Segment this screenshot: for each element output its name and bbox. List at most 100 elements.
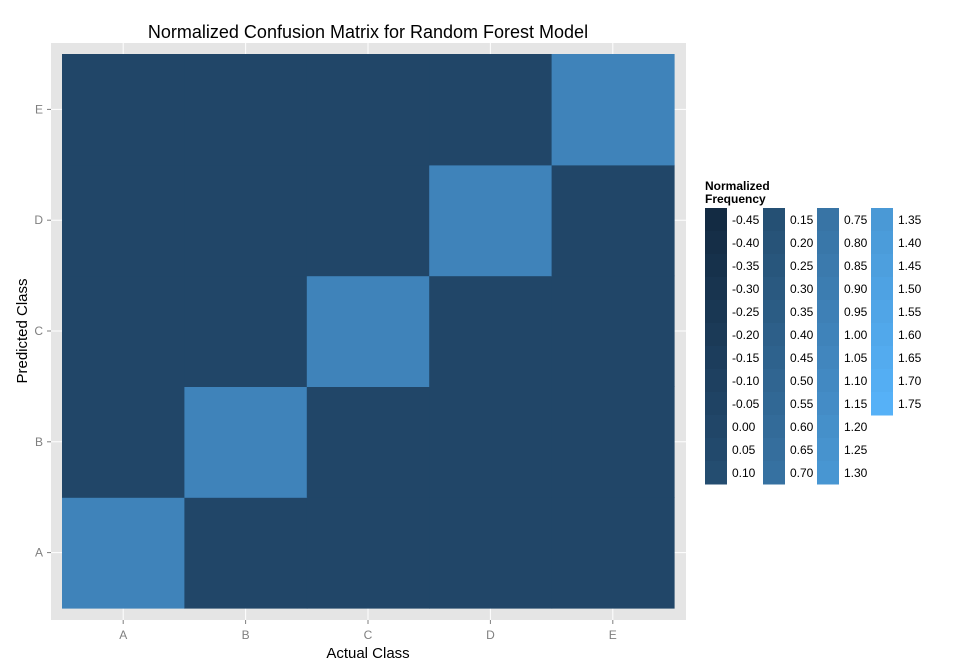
legend-label: 0.90: [844, 282, 868, 296]
legend-label: 0.85: [844, 259, 868, 273]
legend-label: 1.65: [898, 351, 922, 365]
legend-label: 1.60: [898, 328, 922, 342]
legend-key: [705, 369, 727, 393]
legend-key: [763, 438, 785, 462]
legend-label: 0.45: [790, 351, 814, 365]
legend-key: [763, 461, 785, 485]
legend-key: [763, 323, 785, 347]
legend-key: [871, 300, 893, 324]
legend-key: [763, 346, 785, 370]
legend-key: [817, 415, 839, 439]
legend-key: [705, 392, 727, 416]
legend-label: -0.25: [732, 305, 760, 319]
x-axis-title: Actual Class: [326, 645, 409, 662]
legend-key: [817, 208, 839, 232]
legend-key: [871, 254, 893, 278]
legend-label: -0.05: [732, 397, 760, 411]
legend-key: [817, 369, 839, 393]
legend-key: [817, 231, 839, 255]
legend-label: 0.20: [790, 236, 814, 250]
legend-label: 0.15: [790, 213, 814, 227]
legend-key: [705, 277, 727, 301]
legend-label: -0.45: [732, 213, 760, 227]
heatmap-cell: [184, 275, 308, 387]
legend-label: 0.75: [844, 213, 868, 227]
y-tick-label: E: [35, 102, 43, 116]
x-tick-label: A: [119, 628, 127, 642]
legend-label: 0.80: [844, 236, 868, 250]
legend-label: 1.30: [844, 466, 868, 480]
legend-label: 1.25: [844, 443, 868, 457]
legend-label: 0.25: [790, 259, 814, 273]
legend-key: [763, 208, 785, 232]
legend-key: [817, 392, 839, 416]
legend-key: [871, 369, 893, 393]
legend-label: 1.35: [898, 213, 922, 227]
heatmap-cells: [62, 54, 675, 609]
legend-key: [817, 300, 839, 324]
legend-label: 1.55: [898, 305, 922, 319]
y-tick-label: A: [35, 546, 43, 560]
legend-label: 1.05: [844, 351, 868, 365]
legend-key: [871, 392, 893, 416]
legend-key: [763, 415, 785, 439]
legend-key: [763, 231, 785, 255]
legend-label: 0.55: [790, 397, 814, 411]
legend-key: [763, 369, 785, 393]
heatmap-cell: [551, 54, 675, 166]
heatmap-cell: [306, 164, 430, 277]
y-tick-label: B: [35, 435, 43, 449]
legend-key: [817, 277, 839, 301]
legend-label: 1.15: [844, 397, 868, 411]
legend-key: [705, 461, 727, 485]
heatmap-cell: [429, 164, 553, 277]
legend-label: -0.40: [732, 236, 760, 250]
legend-label: 0.05: [732, 443, 756, 457]
legend-key: [705, 208, 727, 232]
legend-label: 1.00: [844, 328, 868, 342]
heatmap-cell: [62, 54, 185, 166]
legend-label: 1.45: [898, 259, 922, 273]
x-axis: A B C D E: [119, 620, 617, 642]
legend-label: 0.95: [844, 305, 868, 319]
y-axis: A B C D E: [34, 102, 51, 560]
legend-key: [705, 346, 727, 370]
legend-label: 0.35: [790, 305, 814, 319]
legend-key: [871, 208, 893, 232]
legend-label: 1.70: [898, 374, 922, 388]
legend-key: [871, 277, 893, 301]
legend-key: [817, 254, 839, 278]
heatmap-cell: [551, 275, 675, 387]
legend-key: [817, 438, 839, 462]
legend-title-line-1: Normalized: [705, 179, 770, 193]
legend-label: 1.75: [898, 397, 922, 411]
heatmap-cell: [184, 54, 308, 166]
heatmap-cell: [306, 275, 430, 387]
legend-key: [705, 300, 727, 324]
heatmap-cell: [306, 54, 430, 166]
legend-key: [705, 231, 727, 255]
heatmap-cell: [551, 386, 675, 498]
heatmap-cell: [62, 275, 185, 387]
heatmap-cell: [184, 497, 308, 609]
heatmap-cell: [62, 386, 185, 498]
legend-label: 1.20: [844, 420, 868, 434]
legend-label: 0.00: [732, 420, 756, 434]
legend-label: 0.70: [790, 466, 814, 480]
legend-key: [817, 323, 839, 347]
heatmap-cell: [551, 164, 675, 277]
legend-key: [705, 415, 727, 439]
legend-label: -0.35: [732, 259, 760, 273]
heatmap-cell: [62, 164, 185, 277]
legend-label: 0.40: [790, 328, 814, 342]
legend-label: -0.20: [732, 328, 760, 342]
legend: Normalized Frequency -0.45 -0.40 -0.35 -0.3…: [705, 179, 922, 485]
heatmap-cell: [551, 497, 675, 609]
legend-key: [705, 438, 727, 462]
legend-key: [871, 231, 893, 255]
legend-key: [817, 461, 839, 485]
legend-keys: -0.45 -0.40 -0.35 -0.30 -0.25 -0.20 -0.15 -0.10…: [705, 208, 922, 485]
heatmap-cell: [184, 386, 308, 498]
legend-key: [705, 254, 727, 278]
